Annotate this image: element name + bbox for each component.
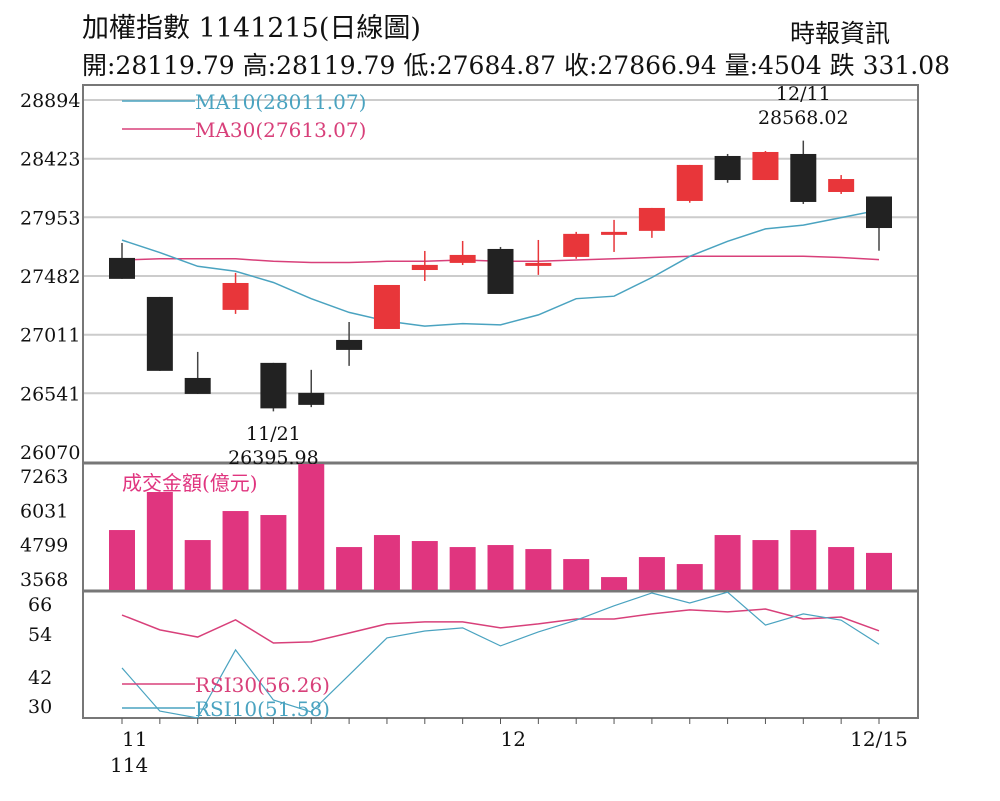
volume-bar xyxy=(109,530,135,590)
legend-label: MA10(28011.07) xyxy=(195,90,366,114)
volume-bar xyxy=(260,515,287,590)
candle-body xyxy=(752,151,779,181)
candle-body xyxy=(336,339,363,350)
volume-bar xyxy=(146,492,173,590)
legend-label: MA30(27613.07) xyxy=(195,118,366,142)
volume-bar xyxy=(638,557,665,590)
volume-tick-label: 3568 xyxy=(20,569,68,591)
volume-bar xyxy=(601,577,628,590)
candle-body xyxy=(260,362,287,409)
annotation-value: 28568.02 xyxy=(758,107,849,129)
volume-bar xyxy=(563,559,590,590)
candle-body xyxy=(790,153,817,202)
candle-body xyxy=(184,377,211,394)
chart-title: 加權指數 1141215(日線圖) xyxy=(82,13,421,44)
candle-body xyxy=(146,296,173,371)
legend-label: RSI10(51.58) xyxy=(195,697,330,721)
volume-bar xyxy=(449,547,476,590)
price-tick-label: 28894 xyxy=(20,90,80,112)
candle-body xyxy=(866,196,892,229)
rsi-tick-label: 30 xyxy=(28,696,52,718)
candle-body xyxy=(449,254,476,263)
candle-body xyxy=(638,207,665,231)
candle-body xyxy=(676,164,703,201)
candle-body xyxy=(487,248,514,294)
rsi30-line xyxy=(121,608,880,644)
rsi-tick-label: 66 xyxy=(28,594,52,616)
volume-bar xyxy=(222,511,249,590)
volume-bar xyxy=(525,549,552,590)
volume-bar xyxy=(336,547,363,590)
candle-body xyxy=(373,284,400,329)
volume-title: 成交金額(億元) xyxy=(122,471,258,495)
price-tick-label: 26070 xyxy=(20,442,80,464)
candle-body xyxy=(714,155,741,181)
rsi-tick-label: 54 xyxy=(28,624,52,646)
x-tick-label: 12 xyxy=(501,727,526,751)
rsi10-line xyxy=(121,591,880,719)
price-tick-label: 26541 xyxy=(20,383,80,405)
candle-body xyxy=(601,231,628,235)
candle-body xyxy=(411,264,438,271)
candle-body xyxy=(563,233,590,257)
price-tick-label: 27953 xyxy=(20,207,80,229)
price-tick-label: 27011 xyxy=(20,325,80,347)
volume-bar xyxy=(790,530,817,590)
volume-bar xyxy=(714,535,741,590)
volume-tick-label: 7263 xyxy=(20,466,68,488)
candle-body xyxy=(298,392,325,405)
legend-label: RSI30(56.26) xyxy=(195,673,330,697)
volume-bar xyxy=(828,547,855,590)
volume-tick-label: 4799 xyxy=(20,535,68,557)
x-tick-sublabel: 114 xyxy=(110,753,148,777)
price-tick-label: 28423 xyxy=(20,149,80,171)
x-tick-label: 12/15 xyxy=(850,727,908,751)
price-tick-label: 27482 xyxy=(20,266,80,288)
volume-bar xyxy=(184,540,211,590)
x-tick-label: 11 xyxy=(122,727,147,751)
volume-bar xyxy=(676,564,703,590)
volume-bar xyxy=(487,545,514,590)
annotation-date: 12/11 xyxy=(776,83,831,105)
candle-body xyxy=(109,257,135,279)
volume-bar xyxy=(752,540,779,590)
ma10-line xyxy=(121,209,880,327)
candle-body xyxy=(828,179,855,192)
candle-body xyxy=(525,262,552,266)
volume-bar xyxy=(373,535,400,590)
ohlc-summary: 開:28119.79 高:28119.79 低:27684.87 收:27866… xyxy=(82,51,951,80)
source-label: 時報資訊 xyxy=(790,19,891,48)
volume-bar xyxy=(411,541,438,590)
rsi-tick-label: 42 xyxy=(28,667,52,689)
volume-bar xyxy=(866,552,892,590)
volume-tick-label: 6031 xyxy=(20,500,68,522)
candle-body xyxy=(222,282,249,310)
annotation-value: 26395.98 xyxy=(228,447,319,469)
volume-bar xyxy=(298,464,325,590)
annotation-date: 11/21 xyxy=(246,423,301,445)
